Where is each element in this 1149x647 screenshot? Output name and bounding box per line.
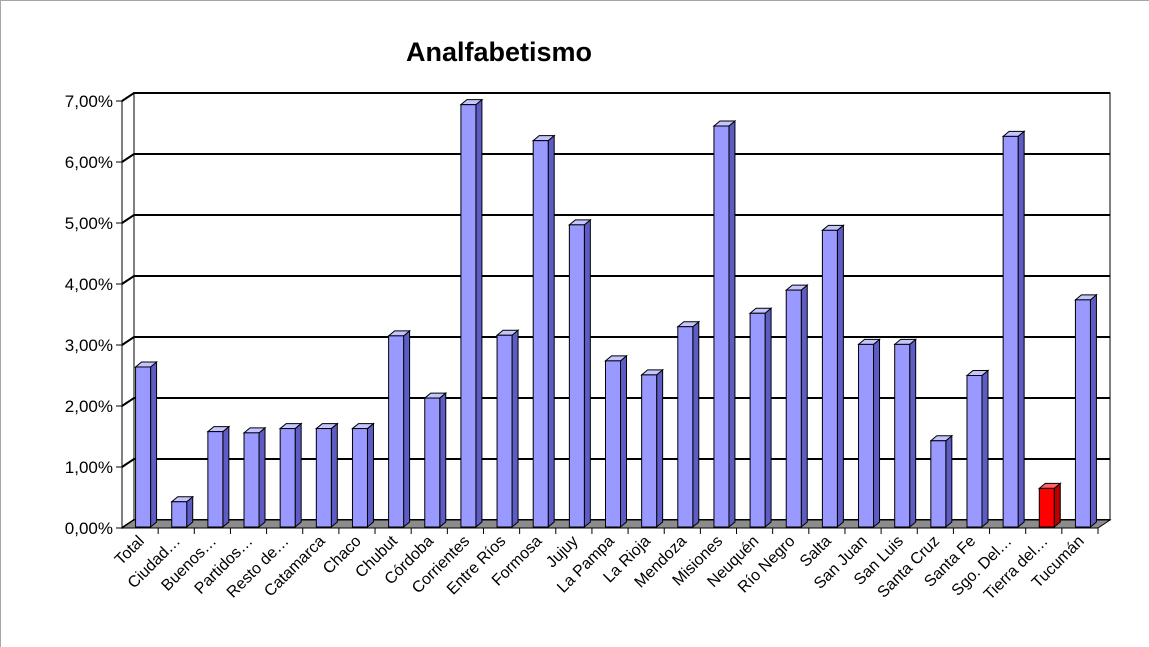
bar — [531, 134, 556, 529]
bar — [676, 320, 701, 529]
gridline — [121, 275, 1110, 285]
y-tick-label: 4,00% — [65, 275, 113, 294]
bar — [459, 98, 484, 529]
bar — [278, 422, 303, 529]
bar — [423, 392, 448, 529]
bar — [495, 329, 520, 529]
bar — [1001, 130, 1026, 529]
y-tick-label: 3,00% — [65, 336, 113, 355]
bars — [134, 98, 1098, 529]
y-tick-label: 1,00% — [65, 458, 113, 477]
bar — [748, 307, 773, 529]
bar — [712, 119, 737, 529]
bar — [857, 338, 881, 529]
bar — [170, 495, 195, 529]
bar — [567, 218, 592, 529]
bar — [821, 224, 845, 529]
y-tick-label: 6,00% — [65, 153, 113, 172]
y-tick-label: 2,00% — [65, 397, 113, 416]
bar — [206, 425, 231, 529]
y-tick-label: 5,00% — [65, 214, 113, 233]
bar — [965, 369, 990, 529]
bar — [1037, 482, 1062, 529]
bar — [242, 426, 267, 529]
gridline — [121, 214, 1110, 224]
bar — [351, 422, 375, 529]
bar — [784, 284, 809, 529]
gridline — [121, 153, 1110, 163]
bar — [893, 338, 918, 529]
bar — [604, 354, 628, 529]
gridline — [121, 458, 1110, 468]
bar — [929, 434, 954, 529]
gridline — [121, 92, 1110, 102]
bar — [640, 368, 665, 529]
y-axis-ticks: 0,00% 1,00% 2,00% 3,00% 4,00% 5,00% 6,00% 7,00% — [65, 92, 123, 538]
bar — [134, 360, 158, 529]
bar — [314, 422, 339, 529]
y-tick-label: 0,00% — [65, 519, 113, 538]
gridline — [121, 336, 1110, 346]
bar — [1074, 293, 1098, 529]
y-tick-label: 7,00% — [65, 92, 113, 111]
chart-title: Analfabetismo — [406, 37, 592, 67]
bar — [387, 329, 411, 529]
gridline — [121, 397, 1110, 407]
